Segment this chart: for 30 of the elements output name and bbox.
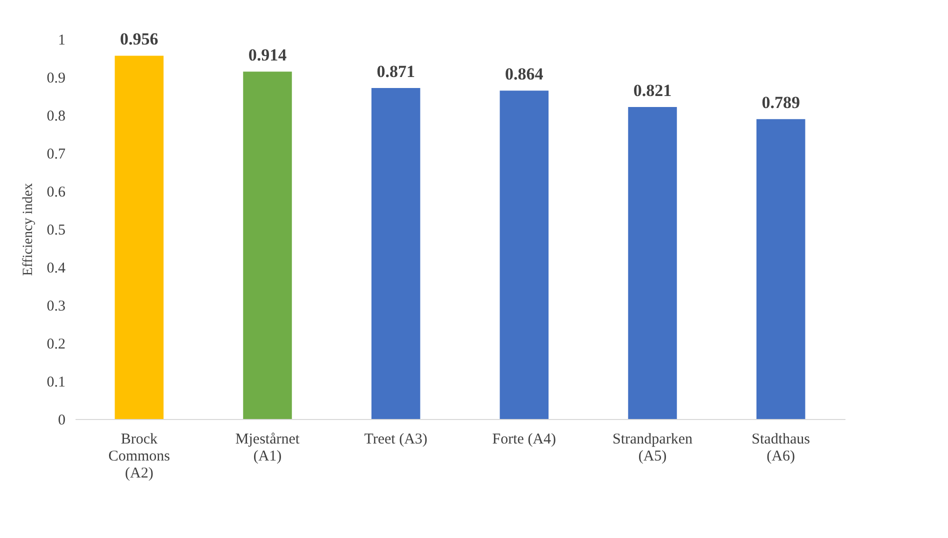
data-label: 0.864 <box>505 64 544 84</box>
y-tick-label: 0.8 <box>46 108 66 124</box>
data-label: 0.914 <box>248 46 288 65</box>
y-tick-label: 0.7 <box>46 146 66 162</box>
y-tick-label: 0.2 <box>46 336 66 352</box>
data-label: 0.871 <box>376 62 415 82</box>
y-axis-title: Efficiency index <box>20 183 36 276</box>
y-tick-label: 0.1 <box>46 374 66 390</box>
bar <box>243 72 292 419</box>
data-label: 0.956 <box>120 30 158 49</box>
x-tick-label: Strandparken (A5) <box>612 432 693 464</box>
y-tick-label: 0.5 <box>46 222 66 238</box>
x-tick-label: Stadthaus (A6) <box>752 432 810 464</box>
x-tick-label: Treet (A3) <box>364 432 428 448</box>
y-tick-label: 0 <box>58 412 66 428</box>
y-tick-label: 0.3 <box>46 298 66 314</box>
data-label: 0.821 <box>633 81 672 100</box>
data-label: 0.789 <box>762 93 800 112</box>
bar <box>756 119 806 419</box>
y-tick-label: 0.6 <box>46 184 66 200</box>
y-tick-label: 1 <box>58 32 66 48</box>
bar <box>371 88 420 419</box>
bar <box>628 107 677 419</box>
bar <box>500 90 549 419</box>
y-tick-label: 0.9 <box>46 70 66 86</box>
x-tick-label: Mjestårnet (A1) <box>235 432 300 464</box>
y-tick-label: 0.4 <box>46 260 66 276</box>
x-tick-label: Forte (A4) <box>492 432 556 448</box>
bar <box>114 56 164 419</box>
x-tick-label: Brock Commons (A2) <box>108 432 170 482</box>
